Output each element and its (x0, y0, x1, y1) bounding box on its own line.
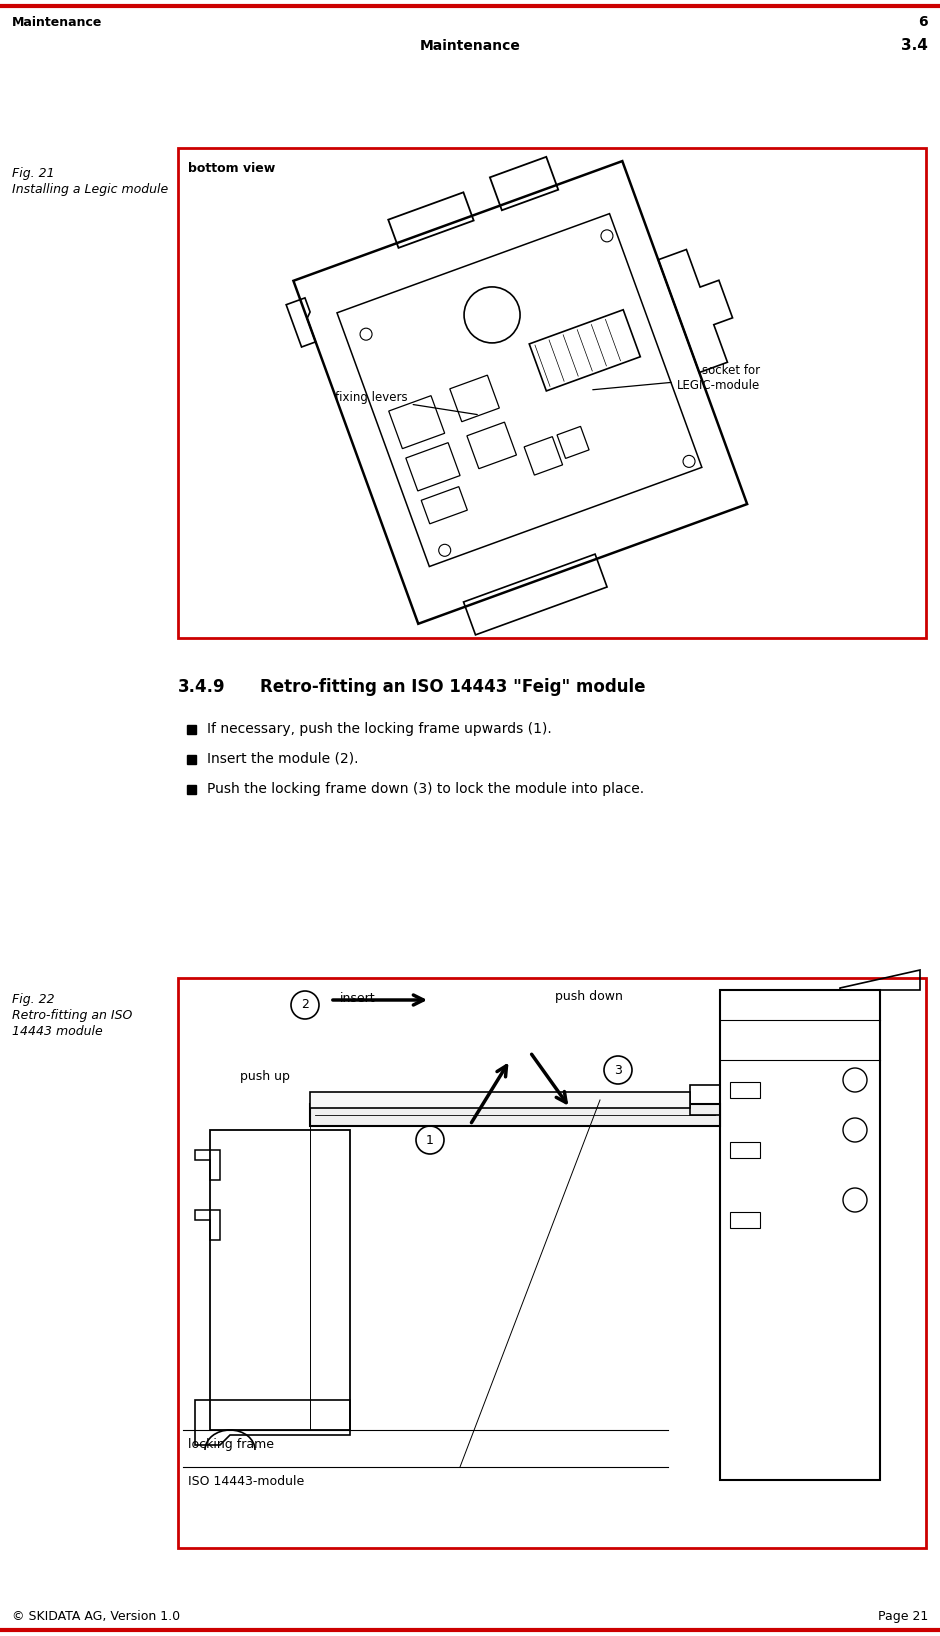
Bar (187, 725, 196, 735)
Text: Retro-fitting an ISO: Retro-fitting an ISO (12, 1009, 133, 1022)
Text: Insert the module (2).: Insert the module (2). (207, 753, 358, 766)
Text: Push the locking frame down (3) to lock the module into place.: Push the locking frame down (3) to lock … (207, 782, 644, 797)
Text: Fig. 21: Fig. 21 (12, 167, 55, 180)
Text: Maintenance: Maintenance (419, 39, 521, 52)
Text: fixing levers: fixing levers (335, 391, 478, 414)
Text: Installing a Legic module: Installing a Legic module (12, 183, 168, 196)
Text: Fig. 22: Fig. 22 (12, 993, 55, 1006)
Text: 6: 6 (918, 15, 928, 29)
Text: push up: push up (240, 1070, 290, 1083)
Text: 2: 2 (301, 998, 309, 1011)
Text: 3.4.9: 3.4.9 (178, 677, 226, 695)
Text: insert: insert (340, 991, 376, 1005)
Text: 3.4: 3.4 (901, 39, 928, 54)
Text: Maintenance: Maintenance (12, 15, 102, 28)
Bar (310, 1091, 690, 1108)
Text: 14443 module: 14443 module (12, 1026, 102, 1037)
Bar (178, 147, 926, 638)
Text: If necessary, push the locking frame upwards (1).: If necessary, push the locking frame upw… (207, 721, 552, 736)
Text: locking frame: locking frame (188, 1438, 274, 1451)
Text: socket for
LEGIC-module: socket for LEGIC-module (593, 363, 760, 393)
Bar (187, 754, 196, 764)
Bar (187, 785, 196, 793)
Text: Retro-fitting an ISO 14443 "Feig" module: Retro-fitting an ISO 14443 "Feig" module (260, 677, 646, 695)
Text: ISO 14443-module: ISO 14443-module (188, 1476, 305, 1489)
Text: 3: 3 (614, 1063, 622, 1076)
Bar (178, 978, 926, 1548)
Text: push down: push down (555, 990, 623, 1003)
Text: © SKIDATA AG, Version 1.0: © SKIDATA AG, Version 1.0 (12, 1610, 180, 1623)
Text: 1: 1 (426, 1134, 434, 1147)
Bar (310, 1104, 720, 1126)
Text: Page 21: Page 21 (878, 1610, 928, 1623)
Text: bottom view: bottom view (188, 162, 275, 175)
